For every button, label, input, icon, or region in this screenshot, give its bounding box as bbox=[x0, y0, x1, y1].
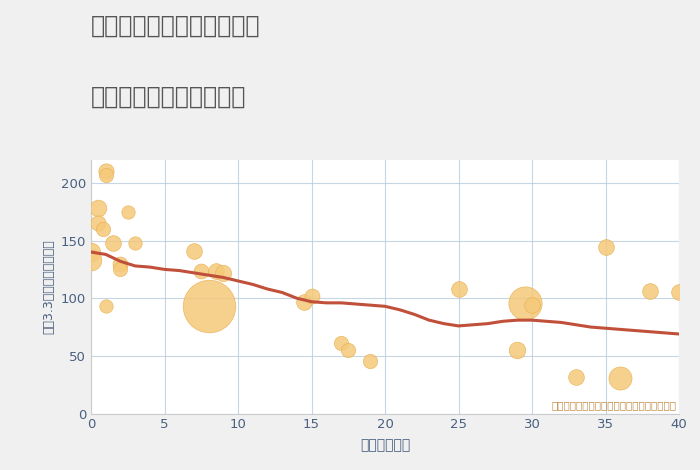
Point bbox=[570, 373, 582, 380]
Point bbox=[335, 339, 346, 347]
Point bbox=[306, 292, 317, 300]
Point bbox=[115, 266, 126, 273]
Point bbox=[218, 269, 229, 277]
Point bbox=[115, 260, 126, 267]
Point bbox=[615, 374, 626, 382]
Point bbox=[108, 239, 119, 247]
Point bbox=[600, 244, 611, 251]
Point bbox=[85, 248, 97, 256]
Text: 築年数別中古戸建て価格: 築年数別中古戸建て価格 bbox=[91, 85, 246, 109]
Point bbox=[519, 299, 531, 306]
Point bbox=[210, 267, 221, 274]
Point bbox=[85, 257, 97, 264]
Text: 大阪府豊中市新千里東町の: 大阪府豊中市新千里東町の bbox=[91, 14, 260, 38]
Point bbox=[365, 357, 376, 364]
Y-axis label: 坪（3.3㎡）単価（万円）: 坪（3.3㎡）単価（万円） bbox=[42, 239, 55, 334]
Point bbox=[188, 247, 199, 255]
Point bbox=[644, 288, 655, 295]
Point bbox=[97, 225, 108, 233]
Point bbox=[92, 204, 104, 212]
Point bbox=[673, 289, 685, 296]
Point bbox=[453, 285, 464, 293]
Point bbox=[100, 171, 111, 179]
Point bbox=[92, 219, 104, 227]
Point bbox=[343, 346, 354, 354]
Point bbox=[526, 301, 538, 309]
Point bbox=[512, 346, 523, 354]
Point bbox=[100, 168, 111, 175]
Point bbox=[195, 267, 207, 274]
X-axis label: 築年数（年）: 築年数（年） bbox=[360, 439, 410, 453]
Point bbox=[122, 208, 133, 215]
Point bbox=[100, 303, 111, 310]
Point bbox=[203, 303, 214, 310]
Point bbox=[298, 298, 309, 306]
Point bbox=[130, 239, 141, 247]
Text: 円の大きさは、取引のあった物件面積を示す: 円の大きさは、取引のあった物件面積を示す bbox=[551, 400, 676, 410]
